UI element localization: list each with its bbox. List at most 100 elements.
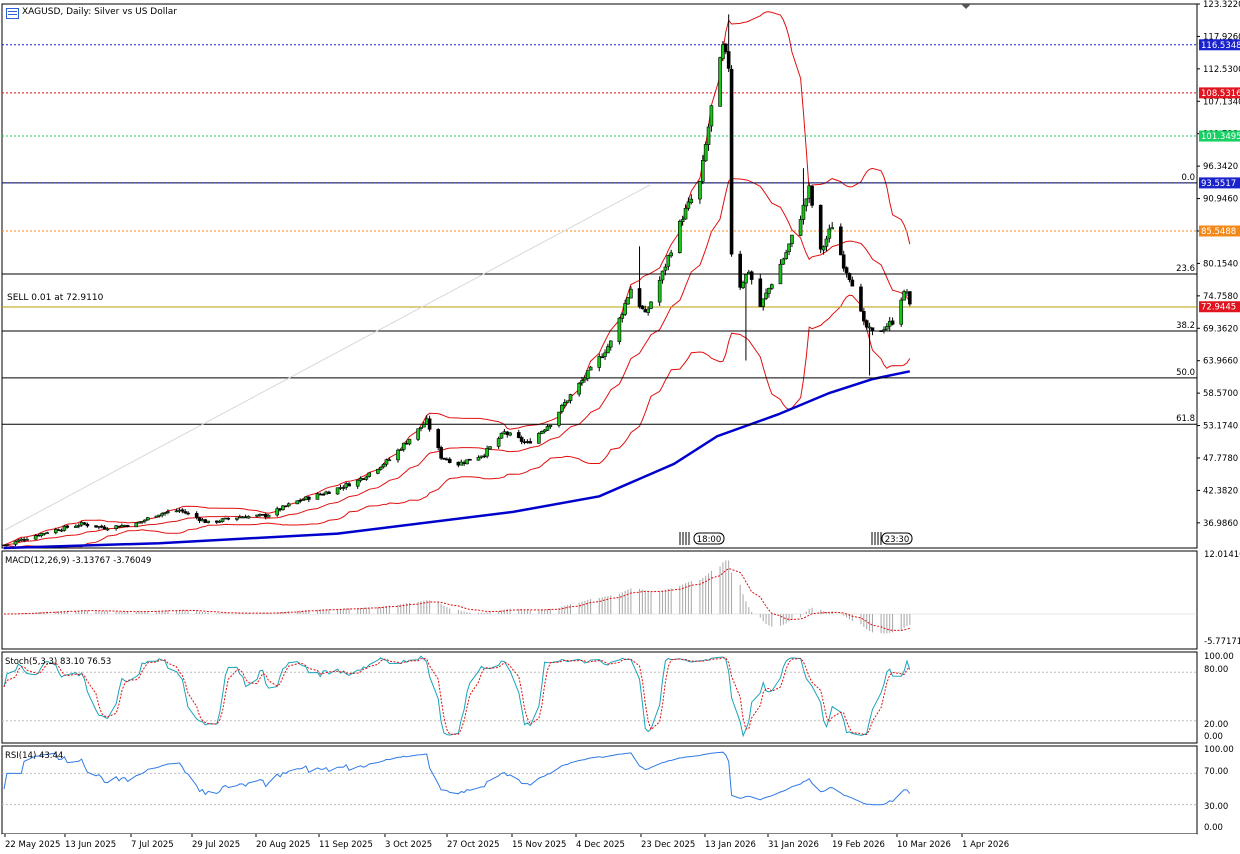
candle-body [335, 487, 340, 495]
candle-body [539, 431, 544, 434]
candle-body [663, 266, 668, 271]
candle-body [738, 253, 742, 288]
candle-body [721, 44, 725, 60]
candle-body [76, 525, 81, 527]
candle-body [183, 511, 187, 514]
candle-body [45, 532, 49, 535]
candle-body [482, 455, 487, 458]
candle-body [301, 499, 305, 501]
candle-body [74, 525, 78, 528]
time-axis-label: 23 Dec 2025 [641, 840, 695, 850]
candle-body [862, 311, 866, 322]
candle-body [646, 308, 650, 313]
macd-panel-frame [1, 550, 1198, 650]
candle-body [885, 326, 889, 330]
price-axis-label: 63.9660 [1203, 357, 1238, 367]
candle-body [206, 520, 210, 523]
stoch-label: Stoch(5,3,3) 83.10 76.53 [5, 657, 112, 667]
candle-body [166, 511, 170, 513]
candle-body [749, 271, 754, 280]
candle-body [396, 449, 400, 461]
price-axis-label: 112.5300 [1203, 65, 1240, 75]
candle-body [864, 320, 869, 328]
candle-body [238, 516, 242, 519]
candle-body [422, 424, 426, 428]
candle-body [810, 185, 814, 206]
candle-body [263, 514, 268, 518]
stoch-tick-20: 20.00 [1204, 720, 1229, 730]
candle-body [850, 279, 855, 287]
candle-body [726, 51, 731, 69]
candle-body [399, 449, 403, 451]
candle-body [255, 514, 259, 517]
candle-body [758, 278, 763, 307]
candle-body [157, 514, 162, 517]
candle-body [698, 180, 702, 200]
candle-body [180, 509, 185, 512]
candle-body [807, 185, 811, 199]
stoch-tick-80: 80.00 [1204, 665, 1229, 675]
price-axis-label: 96.3420 [1203, 162, 1238, 172]
price-tag-label: 72.9445 [1201, 303, 1236, 313]
candle-body [275, 508, 279, 516]
candle-body [700, 159, 705, 182]
time-axis-label: 1 Apr 2026 [962, 840, 1009, 850]
candle-body [376, 468, 380, 474]
time-axis-strip [2, 834, 1197, 849]
candle-body [442, 457, 446, 460]
candle-body [59, 529, 64, 532]
candle-body [341, 487, 346, 489]
price-tag-box [1199, 39, 1240, 51]
candle-body [174, 510, 179, 513]
rsi-tick-30: 30.00 [1204, 802, 1229, 812]
candle-body [879, 330, 883, 332]
price-axis-label: 123.3220 [1203, 0, 1240, 10]
candle-body [818, 204, 823, 250]
candle-body [502, 431, 507, 434]
candle-body [137, 521, 141, 524]
macd-signal-line [4, 567, 910, 631]
candle-body [830, 227, 835, 230]
rsi-tick-100: 100.00 [1204, 745, 1234, 755]
candle-body [859, 286, 863, 312]
candle-body [278, 508, 282, 511]
candle-body [246, 515, 251, 519]
candle-body [122, 524, 127, 527]
candle-body [465, 459, 469, 465]
rsi-label: RSI(14) 43.44 [5, 751, 64, 761]
candle-body [677, 220, 682, 254]
candle-body [505, 431, 510, 435]
candle-body [235, 517, 239, 520]
candle-body [606, 346, 610, 354]
candle-body [741, 282, 745, 289]
bollinger-middle-band [3, 178, 911, 546]
candle-body [36, 534, 41, 537]
candle-body [304, 496, 308, 501]
candle-body [85, 523, 90, 527]
fibonacci-level-label: 23.6 [1176, 264, 1195, 274]
stoch-panel-frame [1, 651, 1198, 744]
candle-body [381, 464, 386, 468]
candle-body [105, 528, 110, 531]
price-tag-box [1199, 177, 1240, 189]
candle-body [344, 483, 349, 488]
candle-body [577, 382, 581, 395]
candle-body [163, 512, 167, 514]
candle-body [22, 539, 26, 541]
candle-body [33, 535, 38, 540]
candle-body [499, 432, 504, 439]
fibonacci-level-label: 38.2 [1176, 321, 1195, 331]
candle-body [649, 301, 653, 309]
candle-body [804, 198, 809, 207]
fibonacci-level-label: 0.0 [1181, 173, 1195, 183]
candle-body [427, 418, 432, 430]
candle-body [905, 291, 909, 294]
candle-body [407, 438, 412, 445]
sell-order-label[interactable]: SELL 0.01 at 72.9110 [7, 293, 104, 303]
candle-body [419, 427, 423, 429]
candle-body [39, 533, 44, 537]
candle-body [660, 270, 665, 281]
candle-body [243, 516, 248, 519]
candle-body [307, 496, 311, 500]
